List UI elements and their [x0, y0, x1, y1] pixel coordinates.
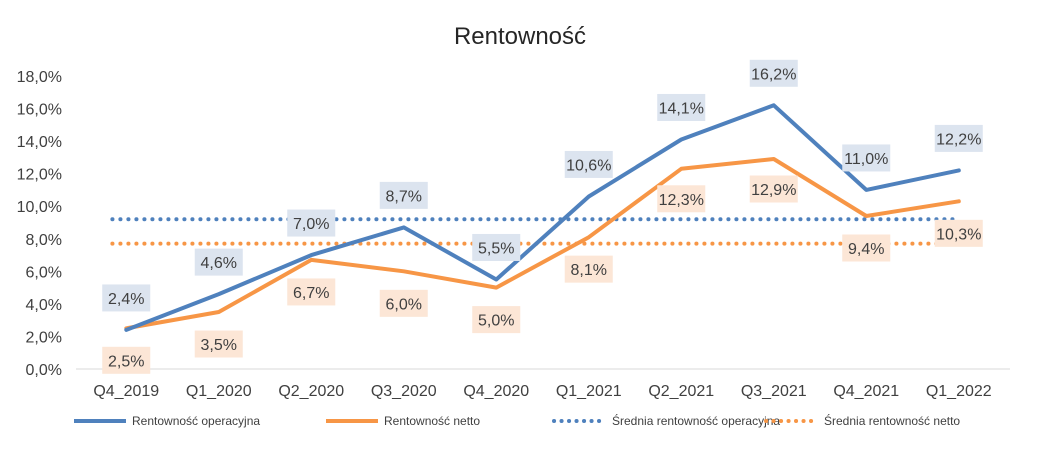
data-label-background [749, 175, 798, 203]
x-tick-label: Q4_2020 [463, 383, 529, 400]
data-label: 8,7% [379, 181, 428, 209]
data-label: 14,1% [657, 93, 706, 121]
data-label-text: 16,2% [751, 66, 796, 83]
data-label-background [564, 255, 613, 283]
x-tick-label: Q1_2022 [926, 383, 992, 400]
y-tick-label: 10,0% [17, 199, 62, 216]
data-label: 10,6% [564, 150, 613, 178]
x-tick-label: Q3_2020 [371, 383, 437, 400]
data-label-text: 2,5% [108, 353, 144, 370]
x-tick-label: Q3_2021 [741, 383, 807, 400]
data-label-text: 6,7% [293, 285, 329, 302]
legend-label: Średnia rentowność operacyjna [612, 413, 780, 428]
data-label-text: 14,1% [659, 100, 704, 117]
data-label: 5,5% [472, 233, 521, 261]
x-tick-label: Q2_2021 [648, 383, 714, 400]
data-label: 12,9% [749, 175, 798, 203]
y-tick-label: 8,0% [26, 232, 62, 249]
data-label-text: 8,1% [571, 262, 607, 279]
data-label-background [564, 150, 613, 178]
series-line-0 [124, 103, 961, 332]
data-label-background [472, 233, 521, 261]
y-tick-label: 2,0% [26, 329, 62, 346]
data-label-text: 5,5% [478, 240, 514, 257]
data-label: 12,2% [934, 124, 983, 152]
data-label: 8,1% [564, 255, 613, 283]
data-label-text: 11,0% [844, 151, 888, 168]
data-label: 9,4% [842, 234, 891, 262]
data-label: 4,6% [194, 248, 243, 276]
data-label: 6,0% [379, 289, 428, 317]
y-tick-label: 0,0% [26, 362, 62, 379]
x-tick-label: Q2_2020 [278, 383, 344, 400]
data-label-background [657, 93, 706, 121]
y-tick-label: 16,0% [17, 102, 62, 119]
data-label-text: 10,6% [566, 157, 611, 174]
data-label: 2,4% [102, 284, 151, 312]
data-label-text: 6,0% [386, 296, 422, 313]
data-label-background [379, 181, 428, 209]
data-label-background [194, 248, 243, 276]
data-label-text: 3,5% [201, 337, 237, 354]
legend-label: Rentowność netto [384, 414, 480, 428]
data-label-text: 7,0% [293, 216, 329, 233]
legend-label: Średnia rentowność netto [824, 413, 960, 428]
data-label-text: 12,3% [659, 192, 704, 209]
y-tick-label: 6,0% [26, 264, 62, 281]
data-label: 11,0% [842, 144, 891, 172]
series-line-1 [124, 157, 961, 331]
data-label-background [379, 289, 428, 317]
data-label-background [842, 234, 891, 262]
data-label: 3,5% [194, 330, 243, 358]
data-label-background [472, 306, 521, 334]
legend-item: Rentowność netto [326, 414, 480, 428]
data-label-text: 9,4% [848, 241, 884, 258]
x-tick-label: Q1_2021 [556, 383, 622, 400]
data-label-background [934, 219, 983, 247]
data-label-background [287, 278, 336, 306]
chart-title: Rentowność [454, 23, 586, 50]
data-label-background [657, 185, 706, 213]
data-label-text: 5,0% [478, 313, 514, 330]
y-tick-label: 12,0% [17, 167, 62, 184]
data-label: 16,2% [749, 59, 798, 87]
data-label-background [934, 124, 983, 152]
data-label-background [102, 284, 151, 312]
data-label-text: 10,3% [936, 226, 981, 243]
y-tick-label: 14,0% [17, 134, 62, 151]
data-label-background [842, 144, 891, 172]
data-label-background [194, 330, 243, 358]
x-tick-label: Q1_2020 [186, 383, 252, 400]
legend-item: Średnia rentowność netto [764, 413, 960, 428]
data-label-text: 12,9% [751, 182, 796, 199]
data-label-background [287, 209, 336, 237]
legend-item: Rentowność operacyjna [74, 414, 260, 428]
legend-item: Średnia rentowność operacyjna [552, 413, 780, 428]
data-label-text: 12,2% [936, 131, 981, 148]
data-label: 5,0% [472, 306, 521, 334]
data-label: 10,3% [934, 219, 983, 247]
y-tick-label: 4,0% [26, 297, 62, 314]
y-tick-label: 18,0% [17, 69, 62, 86]
data-label-text: 4,6% [201, 255, 237, 272]
x-tick-label: Q4_2019 [93, 383, 159, 400]
data-label-background [102, 346, 151, 374]
data-label: 2,5% [102, 346, 151, 374]
x-tick-label: Q4_2021 [833, 383, 899, 400]
data-label: 7,0% [287, 209, 336, 237]
legend-label: Rentowność operacyjna [132, 414, 260, 428]
data-label: 6,7% [287, 278, 336, 306]
data-label-text: 8,7% [386, 188, 422, 205]
data-label-background [749, 59, 798, 87]
data-label-text: 2,4% [108, 291, 144, 308]
data-label: 12,3% [657, 185, 706, 213]
